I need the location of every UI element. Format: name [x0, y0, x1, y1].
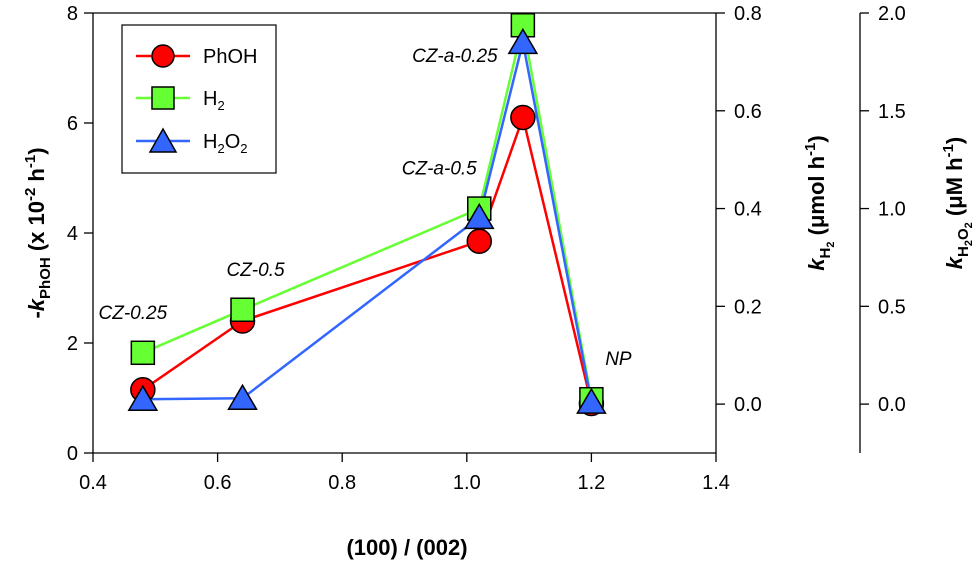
y-axis-title-right-h2: kH2 (μmol h-1)	[802, 135, 837, 270]
chart-axes	[92, 12, 861, 454]
y-tick-label-right-h2: 0.4	[734, 199, 762, 221]
chart-series-markers	[127, 12, 607, 417]
y-tick-label-left: 2	[67, 333, 78, 355]
x-tick-label: 1.0	[453, 472, 481, 494]
y-tick-label-right-h2o2: 1.5	[878, 101, 906, 123]
x-tick-label: 0.4	[79, 472, 107, 494]
legend-item-phoh: PhOH	[136, 44, 257, 68]
marker-h2	[230, 297, 255, 323]
x-tick-label: 1.4	[702, 472, 730, 494]
legend-item-h2: H2	[136, 86, 225, 113]
marker-phoh	[510, 104, 536, 131]
y-tick-label-right-h2: 0.8	[734, 3, 762, 25]
marker-h2o2	[127, 384, 159, 411]
legend-item-h2o2: H2O2	[136, 127, 247, 156]
chart-annotations: CZ-0.25 CZ-0.5 CZ-a-0.5 CZ-a-0.25 NP	[99, 46, 632, 370]
legend-marker-triangle	[148, 127, 178, 153]
annotation-label: NP	[605, 349, 632, 370]
chart-ticks: 0.4 0.6 0.8 1.0 1.2 1.4 0 2 4 6 8 0.0 0.2 0.4 0.6 0.8 0.…	[67, 3, 906, 494]
y-tick-label-right-h2o2: 0.0	[878, 394, 906, 416]
marker-h2o2	[227, 383, 258, 410]
x-axis-title: (100) / (002)	[346, 535, 467, 560]
annotation-label: CZ-0.25	[99, 303, 168, 324]
y-tick-label-right-h2: 0.2	[734, 296, 762, 318]
annotation-label: CZ-0.5	[226, 260, 285, 281]
y-axis-title-left: -kPhOH (x 10-2 h-1)	[22, 147, 54, 318]
y-tick-label-left: 8	[67, 3, 78, 25]
x-tick-label: 1.2	[577, 472, 605, 494]
marker-h2o2	[576, 387, 607, 414]
y-tick-label-left: 0	[67, 443, 78, 465]
legend: PhOH H2 H2O2	[121, 24, 277, 174]
marker-h2o2	[463, 202, 495, 230]
y-tick-label-right-h2: 0.6	[734, 101, 762, 123]
y-tick-label-left: 4	[67, 223, 78, 245]
marker-h2o2	[507, 27, 539, 55]
legend-label-h2o2: H2O2	[203, 131, 247, 156]
legend-marker-circle	[151, 44, 175, 68]
annotation-label: CZ-a-0.25	[412, 46, 498, 67]
x-tick-label: 0.8	[328, 472, 356, 494]
annotation-label: CZ-a-0.5	[402, 159, 477, 180]
y-tick-label-right-h2o2: 0.5	[878, 296, 906, 318]
y-tick-label-right-h2o2: 2.0	[878, 3, 906, 25]
marker-phoh	[466, 228, 493, 254]
x-tick-label: 0.6	[204, 472, 232, 494]
y-axis-title-right-h2o2: kH2O2 (μM h-1)	[940, 137, 975, 269]
legend-label-h2: H2	[203, 88, 225, 113]
legend-marker-square	[151, 86, 175, 110]
marker-h2	[130, 340, 156, 366]
legend-label-phoh: PhOH	[203, 46, 257, 68]
y-tick-label-right-h2o2: 1.0	[878, 199, 906, 221]
y-tick-label-left: 6	[67, 113, 78, 135]
y-tick-label-right-h2: 0.0	[734, 394, 762, 416]
